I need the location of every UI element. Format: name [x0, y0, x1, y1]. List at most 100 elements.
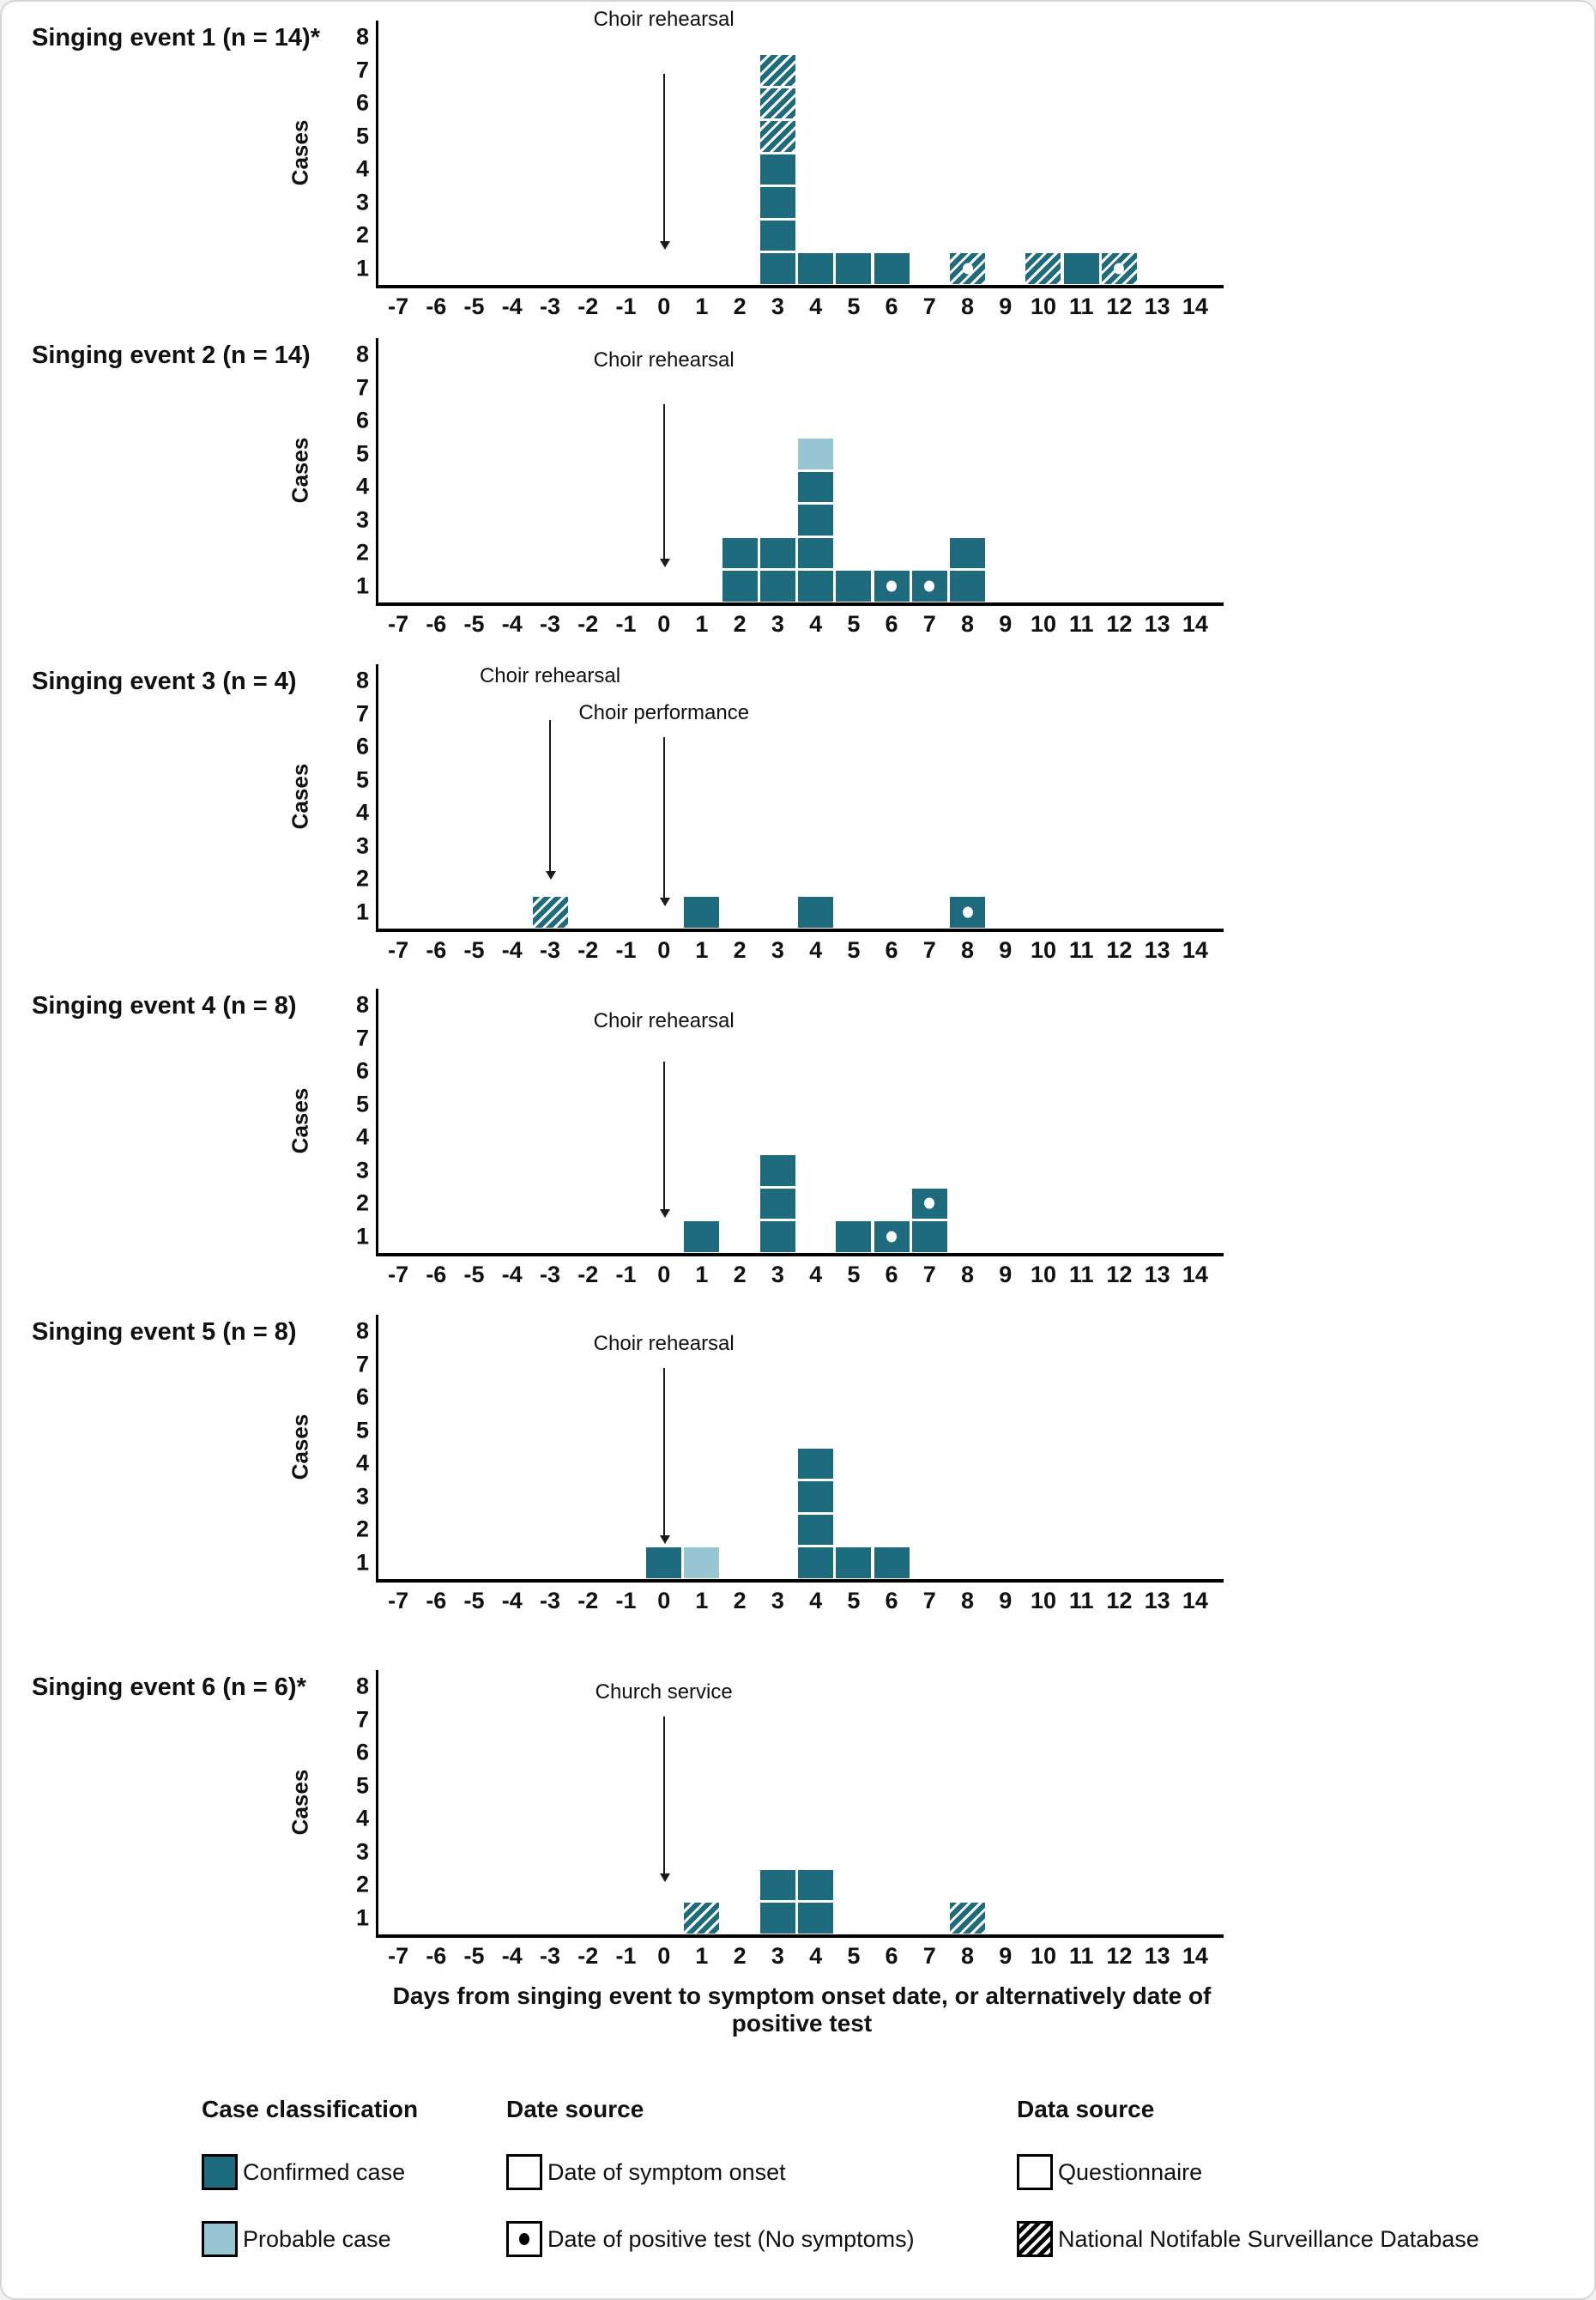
x-tick-label: 10 [1030, 1262, 1056, 1287]
x-tick-label: 1 [695, 1262, 709, 1287]
x-tick-label: -4 [501, 1943, 523, 1969]
x-tick-label: 0 [657, 1943, 671, 1969]
x-tick-label: 11 [1068, 937, 1094, 963]
x-tick-label: -4 [501, 294, 523, 319]
x-tick-label: 1 [695, 1588, 709, 1613]
x-tick-label: -2 [577, 294, 599, 319]
x-tick-label: 6 [885, 294, 898, 319]
x-tick-label: 0 [657, 611, 671, 637]
x-tick-label: 9 [999, 937, 1013, 963]
case-cell-confirmed [798, 897, 834, 928]
x-axis-title: Days from singing event to symptom onset… [392, 1982, 1212, 2037]
event-annotation-label: Church service [595, 1680, 733, 1704]
case-cell-hatched [950, 253, 986, 284]
y-tick-label: 7 [355, 1351, 369, 1377]
y-tick-label: 6 [355, 1383, 369, 1410]
nnds-hatched-swatch [1017, 2221, 1053, 2257]
x-tick-label: -5 [463, 1943, 485, 1969]
y-tick-label: 4 [355, 155, 369, 182]
case-cell-confirmed [950, 571, 986, 602]
x-tick-label: -5 [463, 294, 485, 319]
y-tick-label: 4 [355, 473, 369, 499]
legend-item-label: Confirmed case [243, 2158, 406, 2185]
x-tick-label: -3 [540, 1262, 561, 1287]
case-cell-confirmed [684, 897, 720, 928]
x-tick-label: 11 [1068, 1588, 1094, 1613]
x-tick-label: -2 [577, 937, 599, 963]
y-tick-label: 2 [355, 1871, 369, 1898]
event-title: Singing event 1 (n = 14)* [32, 24, 320, 51]
case-cell-hatched [1025, 253, 1061, 284]
x-tick-label: 13 [1144, 1943, 1170, 1969]
positive-test-dot-icon [962, 263, 973, 275]
x-tick-label: -2 [577, 611, 599, 637]
x-tick-label: 6 [885, 1588, 898, 1613]
x-tick-label: 13 [1144, 1588, 1170, 1613]
positive-test-dot-icon [924, 580, 935, 592]
y-tick-label: 6 [355, 407, 369, 433]
x-tick-label: 14 [1182, 1943, 1208, 1969]
x-tick-label: 9 [999, 294, 1013, 319]
legend-item-positive-test: Date of positive test (No symptoms) [506, 2221, 915, 2257]
y-tick-label: 3 [355, 189, 369, 215]
y-tick-label: 5 [355, 1091, 369, 1117]
x-tick-label: 4 [809, 611, 823, 637]
case-cell-confirmed [836, 253, 872, 284]
x-tick-label: 12 [1106, 1588, 1133, 1613]
y-tick-label: 3 [355, 1838, 369, 1865]
x-tick-label: -1 [615, 294, 637, 319]
x-tick-label: 2 [733, 1588, 747, 1613]
x-tick-label: 3 [771, 611, 784, 637]
x-tick-label: 3 [771, 937, 784, 963]
y-tick-label: 1 [355, 572, 369, 599]
x-tick-label: -7 [388, 1943, 409, 1969]
annotation-arrow-line [662, 1061, 665, 1209]
y-axis-label: Cases [287, 119, 313, 186]
x-tick-label: 4 [809, 1588, 823, 1613]
y-tick-label: 5 [355, 1772, 369, 1799]
x-tick-label: 11 [1068, 1262, 1094, 1287]
case-cell-confirmed [684, 1221, 720, 1252]
y-axis-line [376, 664, 378, 931]
y-axis-label: Cases [287, 437, 313, 504]
x-tick-label: -1 [615, 611, 637, 637]
case-cell-confirmed [798, 1448, 834, 1479]
y-tick-label: 3 [355, 1483, 369, 1510]
case-cell-confirmed [798, 1903, 834, 1934]
y-tick-label: 6 [355, 89, 369, 116]
x-tick-label: -4 [501, 937, 523, 963]
x-tick-label: 7 [922, 937, 936, 963]
case-cell-hatched [759, 88, 795, 118]
positive-test-dot-icon [886, 580, 898, 592]
case-cell-confirmed [722, 537, 758, 568]
annotation-arrow-head [659, 898, 670, 907]
x-tick-label: 5 [847, 1262, 861, 1287]
y-tick-label: 5 [355, 123, 369, 149]
x-tick-label: 4 [809, 937, 823, 963]
x-tick-label: 8 [961, 1262, 975, 1287]
x-tick-label: 10 [1030, 294, 1056, 319]
x-axis-line [376, 602, 1224, 606]
y-tick-label: 2 [355, 221, 369, 248]
y-tick-label: 4 [355, 1450, 369, 1476]
y-axis-label: Cases [287, 1413, 313, 1480]
symptom-onset-swatch [506, 2154, 542, 2190]
x-tick-label: -2 [577, 1262, 599, 1287]
x-tick-label: -6 [426, 1262, 447, 1287]
x-tick-label: 5 [847, 1943, 861, 1969]
annotation-arrow-head [659, 1873, 670, 1883]
y-axis-label: Cases [287, 1769, 313, 1836]
x-tick-label: 12 [1106, 294, 1133, 319]
x-tick-label: 6 [885, 611, 898, 637]
y-tick-label: 5 [355, 1417, 369, 1444]
x-tick-label: -2 [577, 1588, 599, 1613]
x-axis-line [376, 1934, 1224, 1938]
case-cell-hatched [684, 1903, 720, 1934]
case-cell-confirmed [874, 253, 910, 284]
annotation-arrow-line [662, 1716, 665, 1874]
legend-item-questionnaire: Questionnaire [1017, 2154, 1202, 2190]
x-axis-line [376, 929, 1224, 932]
annotation-arrow-line [662, 404, 665, 559]
y-tick-label: 8 [355, 991, 369, 1018]
